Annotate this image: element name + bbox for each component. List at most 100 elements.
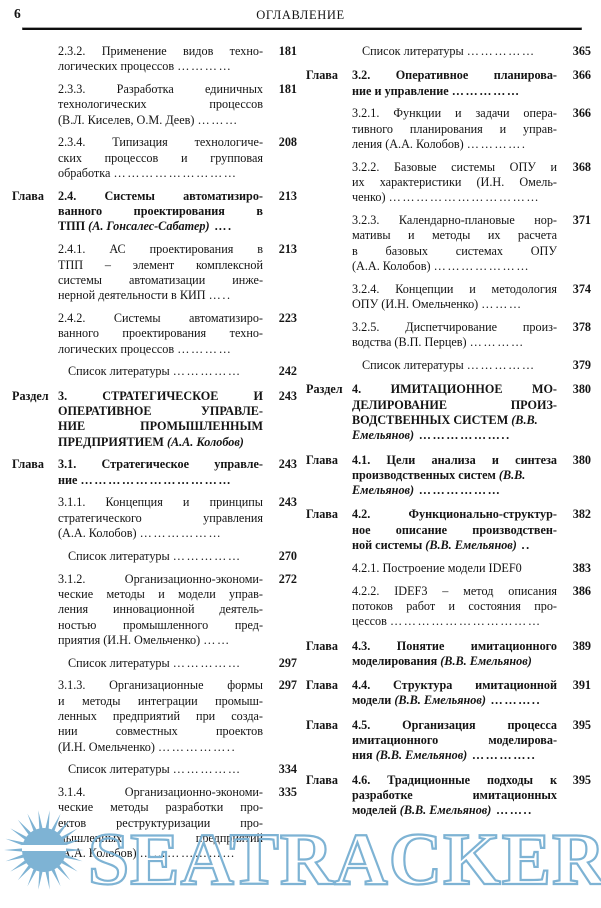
toc-entry-kicker: Глава xyxy=(306,717,338,732)
toc-entry-line: логических процессов ………… xyxy=(58,341,233,356)
toc-entry-line: 3. СТРАТЕГИЧЕСКОЕ И xyxy=(58,388,263,403)
toc-entry-author: (В.В. Емельянов) xyxy=(372,748,468,763)
toc-entry-line: Список литературы …………… xyxy=(362,358,536,373)
toc-entry-line: 4.3. Понятие имитационного xyxy=(352,638,557,653)
toc-entry[interactable]: 3.2.3. Календарно-плановые нор-мативы и … xyxy=(306,213,591,274)
toc-entry-author: (В.В. Емельянов) xyxy=(396,803,492,818)
toc-page-number: 368 xyxy=(572,159,591,174)
toc-entry[interactable]: Глава 4.4. Структура имитационной модели (… xyxy=(306,678,591,709)
toc-entry[interactable]: Список литературы …………… 242 xyxy=(12,364,297,379)
toc-leader-dots: …………… xyxy=(466,44,536,58)
toc-entry-line: 3.2.4. Концепции и методология xyxy=(352,281,557,296)
toc-entry[interactable]: Глава 4.3. Понятие имитационного моделиров… xyxy=(306,639,591,670)
toc-entry-title: 4. ИМИТАЦИОННОЕ МО- ДЕЛИРОВАНИЕ ПРОИЗ- ВОД… xyxy=(352,382,557,443)
toc-entry-line: 3.2.3. Календарно-плановые нор- xyxy=(352,213,557,228)
toc-entry-author: (В.В. Емельянов) xyxy=(422,538,517,553)
toc-entry-title: 3.2.2. Базовые системы ОПУ и их характери… xyxy=(352,160,557,206)
toc-entry-line: обработка ……………………… xyxy=(58,166,238,181)
toc-entry-author: (В.В. Емельянов) xyxy=(391,693,486,708)
toc-entry[interactable]: Список литературы …………… 334 xyxy=(12,762,297,777)
toc-column-right: Список литературы …………… 365 Глава 3.2. Опер… xyxy=(306,44,591,826)
toc-entry[interactable]: Глава 4.5. Организация процесса имитационн… xyxy=(306,718,591,764)
toc-entry-line: 3.1.1. Концепция и принципы xyxy=(58,495,263,510)
toc-leader-dots: …………… xyxy=(451,83,521,98)
toc-entry-line: приятия (И.Н. Омельченко) …… xyxy=(58,632,231,647)
toc-entry[interactable]: Глава 2.4. Системы автоматизиро-ванного п… xyxy=(12,189,297,235)
toc-entry[interactable]: 3.2.5. Диспетчирование произ-водства (В.… xyxy=(306,320,591,351)
toc-leader-dots: …….. xyxy=(491,803,533,818)
toc-entry-title: Список литературы …………… xyxy=(362,358,557,373)
toc-entry-line: 2.4.2. Системы автоматизиро- xyxy=(58,310,263,325)
toc-entry[interactable]: 3.2.2. Базовые системы ОПУ и их характери… xyxy=(306,160,591,206)
toc-entry[interactable]: 4.2.1. Построение модели IDEF0 383 xyxy=(306,561,591,576)
toc-entry[interactable]: Раздел 4. ИМИТАЦИОННОЕ МО- ДЕЛИРОВАНИЕ ПРО… xyxy=(306,382,591,443)
toc-entry-line: 2.3.4. Типизация технологиче- xyxy=(58,135,263,150)
toc-entry[interactable]: Глава 3.1. Стратегическое управле-ние ………… xyxy=(12,457,297,488)
toc-entry-line: ченко) …………………………… xyxy=(352,190,541,205)
running-head-title: ОГЛАВЛЕНИЕ xyxy=(256,8,345,22)
toc-entry-line: ских процессов и групповая xyxy=(58,150,263,165)
toc-entry-line: потоков работ и состояния про- xyxy=(352,598,557,613)
toc-entry-kicker: Раздел xyxy=(12,388,49,403)
toc-leader-dots: ……………………… xyxy=(113,166,238,181)
toc-entry[interactable]: 2.4.1. АС проектирования в ТПП – элемент … xyxy=(12,242,297,303)
toc-entry-line: ческие методы и модели управ- xyxy=(58,586,263,601)
toc-entry-line: ванного проектирования техно- xyxy=(58,326,263,341)
toc-entry[interactable]: 3.1.2. Организационно-экономи-ческие мет… xyxy=(12,572,297,648)
toc-entry-line: ОПЕРАТИВНОЕ УПРАВЛЕ- xyxy=(58,403,263,418)
toc-entry-title: 3.2.1. Функции и задачи опера-тивного пл… xyxy=(352,106,557,152)
toc-entry-line: нии совместных проектов xyxy=(58,724,263,739)
toc-entry[interactable]: Список литературы …………… 270 xyxy=(12,549,297,564)
toc-entry[interactable]: 4.2.2. IDEF3 – метод описания потоков раб… xyxy=(306,584,591,630)
toc-entry-title: Список литературы …………… xyxy=(68,762,263,777)
toc-entry-line: Список литературы …………… xyxy=(68,364,242,379)
toc-entry-line: (В.Л. Киселев, О.М. Деев) ……… xyxy=(58,112,239,127)
toc-entry-line: 4.5. Организация процесса xyxy=(352,717,557,732)
toc-entry[interactable]: Раздел 3. СТРАТЕГИЧЕСКОЕ И ОПЕРАТИВНОЕ УПР… xyxy=(12,389,297,450)
toc-leader-dots: …………… xyxy=(172,655,242,670)
toc-page-number: 243 xyxy=(278,388,297,403)
toc-entry[interactable]: 2.3.4. Типизация технологиче-ских процес… xyxy=(12,135,297,181)
toc-entry-title: 2.4.2. Системы автоматизиро-ванного прое… xyxy=(58,311,263,357)
toc-entry-title: 3.2. Оперативное планирова-ние и управле… xyxy=(352,68,557,99)
toc-leader-dots: ………… xyxy=(177,59,233,74)
toc-page-number: 391 xyxy=(572,678,591,693)
toc-entry[interactable]: 3.2.4. Концепции и методология ОПУ (И.Н. … xyxy=(306,282,591,313)
toc-entry[interactable]: 3.2.1. Функции и задачи опера-тивного пл… xyxy=(306,106,591,152)
toc-entry-title: 3.2.4. Концепции и методология ОПУ (И.Н. … xyxy=(352,282,557,313)
toc-entry[interactable]: 2.3.3. Разработка единичных технологическ… xyxy=(12,82,297,128)
toc-entry-kicker: Глава xyxy=(306,507,338,522)
toc-entry[interactable]: 3.1.4. Организационно-экономи-ческие мет… xyxy=(12,785,297,861)
toc-entry-line: мативы и методы их расчета xyxy=(352,228,557,243)
toc-entry[interactable]: Глава 4.1. Цели анализа и синтеза производ… xyxy=(306,453,591,499)
toc-entry[interactable]: 2.3.2. Применение видов техно-логических… xyxy=(12,44,297,75)
toc-entry[interactable]: 3.1.3. Организационные формы и методы инт… xyxy=(12,678,297,754)
toc-entry-title: 4.4. Структура имитационной модели (В.В. … xyxy=(352,678,557,709)
toc-entry-line: (А.А. Колобов) ……………… xyxy=(58,526,223,541)
toc-entry[interactable]: Глава 4.2. Функционально-структур-ное опи… xyxy=(306,507,591,553)
toc-page-number: 366 xyxy=(572,106,591,121)
toc-entry-title: 4.6. Традиционные подходы к разработке им… xyxy=(352,773,557,819)
toc-entry-line: 4.6. Традиционные подходы к xyxy=(352,772,557,787)
toc-leader-dots: …… xyxy=(203,632,231,647)
toc-entry[interactable]: 2.4.2. Системы автоматизиро-ванного прое… xyxy=(12,311,297,357)
toc-entry[interactable]: Список литературы …………… 379 xyxy=(306,358,591,373)
toc-entry-line: ленных предприятий при созда- xyxy=(58,708,263,723)
toc-entry[interactable]: Глава 4.6. Традиционные подходы к разработ… xyxy=(306,773,591,819)
toc-entry[interactable]: 3.1.1. Концепция и принципы стратегическо… xyxy=(12,495,297,541)
toc-entry-kicker: Глава xyxy=(306,68,338,83)
toc-entry-line: 4.1. Цели анализа и синтеза xyxy=(352,452,557,467)
toc-entry-kicker: Глава xyxy=(306,678,338,693)
toc-entry-kicker: Глава xyxy=(306,452,338,467)
toc-entry-title: 4.2.1. Построение модели IDEF0 xyxy=(352,561,557,576)
toc-entry-line: ления (А.А. Колобов) …………. xyxy=(352,136,527,151)
toc-entry-line: логических процессов ………… xyxy=(58,59,233,74)
toc-entry-title: 4.5. Организация процесса имитационного м… xyxy=(352,718,557,764)
toc-entry-title: 3.1.3. Организационные формы и методы инт… xyxy=(58,678,263,754)
toc-entry-title: 3.1. Стратегическое управле-ние ……………………… xyxy=(58,457,263,488)
toc-entry[interactable]: Глава 3.2. Оперативное планирова-ние и уп… xyxy=(306,68,591,99)
toc-entry-title: 2.3.3. Разработка единичных технологическ… xyxy=(58,82,263,128)
toc-entry[interactable]: Список литературы …………… 297 xyxy=(12,656,297,671)
toc-entry[interactable]: Список литературы …………… 365 xyxy=(306,44,591,59)
toc-page-number: 374 xyxy=(572,281,591,296)
